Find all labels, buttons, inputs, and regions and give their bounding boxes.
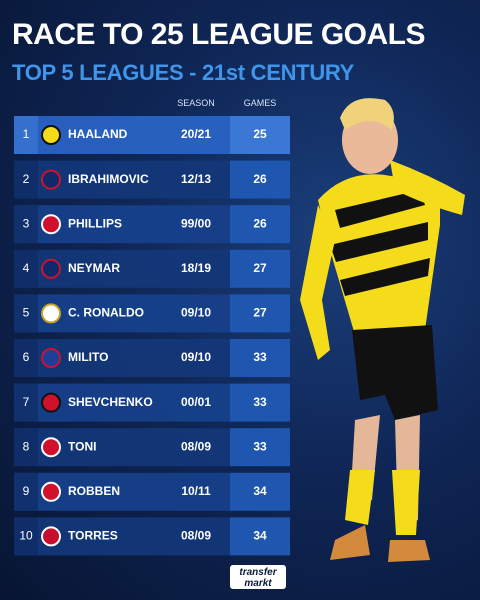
- rank: 6: [23, 350, 30, 364]
- season: 99/00: [181, 216, 211, 230]
- games-cell-background: [230, 517, 290, 556]
- games-cell-background: [230, 249, 290, 288]
- season: 09/10: [181, 306, 211, 320]
- rank-cell-background: [14, 383, 38, 422]
- column-header: SEASON: [177, 98, 215, 108]
- season: 12/13: [181, 172, 211, 186]
- games: 26: [253, 172, 267, 186]
- player-name: HAALAND: [68, 127, 128, 141]
- club-logo: [41, 481, 61, 502]
- player-name: MILITO: [68, 350, 108, 364]
- season: 18/19: [181, 261, 211, 275]
- player-name: PHILLIPS: [68, 216, 122, 230]
- games-cell-background: [230, 472, 290, 511]
- rank-cell-background: [14, 428, 38, 467]
- games-cell-background: [230, 294, 290, 333]
- games: 27: [253, 306, 267, 320]
- rank-cell-background: [14, 249, 38, 288]
- games-cell-background: [230, 383, 290, 422]
- games-cell-background: [230, 205, 290, 244]
- rank: 10: [19, 529, 33, 543]
- club-logo: [41, 437, 61, 458]
- games: 25: [253, 127, 267, 141]
- title: RACE TO 25 LEAGUE GOALS: [12, 18, 425, 51]
- season: 08/09: [181, 439, 211, 453]
- season: 09/10: [181, 350, 211, 364]
- games: 33: [253, 395, 267, 409]
- player-figure: [300, 98, 465, 562]
- club-logo: [41, 125, 61, 145]
- table: 1 HAALAND 20/21 25 2 IBRAHIMOVIC 12/13 26 3 PHILL…: [14, 116, 290, 556]
- games-cell-background: [230, 160, 290, 199]
- rank: 2: [23, 172, 30, 186]
- club-logo: [41, 526, 61, 547]
- club-logo: [41, 303, 61, 324]
- games: 33: [253, 439, 267, 453]
- club-logo: [41, 214, 61, 235]
- season: 20/21: [181, 127, 211, 141]
- games-cell-background: [230, 339, 290, 377]
- games: 34: [253, 484, 267, 498]
- logo-text: markt: [244, 578, 272, 589]
- games-cell-background: [230, 428, 290, 467]
- logo-text: transfer: [239, 567, 277, 578]
- brand-logo: transfer markt: [230, 565, 286, 589]
- club-logo: [41, 348, 61, 368]
- club-logo: [41, 392, 61, 413]
- rank-cell-background: [14, 160, 38, 199]
- rank: 5: [23, 306, 30, 320]
- club-logo: [41, 169, 61, 190]
- rank-cell-background: [14, 205, 38, 244]
- subtitle: TOP 5 LEAGUES - 21st CENTURY: [12, 60, 355, 85]
- rank: 1: [23, 127, 30, 141]
- games: 33: [253, 350, 267, 364]
- player-name: TONI: [68, 439, 96, 453]
- rank-cell-background: [14, 472, 38, 511]
- rank: 8: [23, 439, 30, 453]
- rank-cell-background: [14, 116, 38, 154]
- player-name: ROBBEN: [68, 484, 120, 498]
- player-name: C. RONALDO: [68, 306, 144, 320]
- column-header: GAMES: [244, 98, 277, 108]
- season: 00/01: [181, 395, 211, 409]
- rank-cell-background: [14, 517, 38, 556]
- rank: 4: [23, 261, 30, 275]
- player-name: TORRES: [68, 529, 118, 543]
- player-name: IBRAHIMOVIC: [68, 172, 149, 186]
- player-name: SHEVCHENKO: [68, 395, 153, 409]
- games: 26: [253, 216, 267, 230]
- player-name: NEYMAR: [68, 261, 120, 275]
- club-logo: [41, 258, 61, 279]
- rank-cell-background: [14, 339, 38, 377]
- games: 27: [253, 261, 267, 275]
- season: 08/09: [181, 529, 211, 543]
- rank: 9: [23, 484, 30, 498]
- rank: 3: [23, 216, 30, 230]
- games-cell-background: [230, 116, 290, 154]
- season: 10/11: [181, 484, 211, 498]
- games: 34: [253, 529, 267, 543]
- rank: 7: [23, 395, 30, 409]
- rank-cell-background: [14, 294, 38, 333]
